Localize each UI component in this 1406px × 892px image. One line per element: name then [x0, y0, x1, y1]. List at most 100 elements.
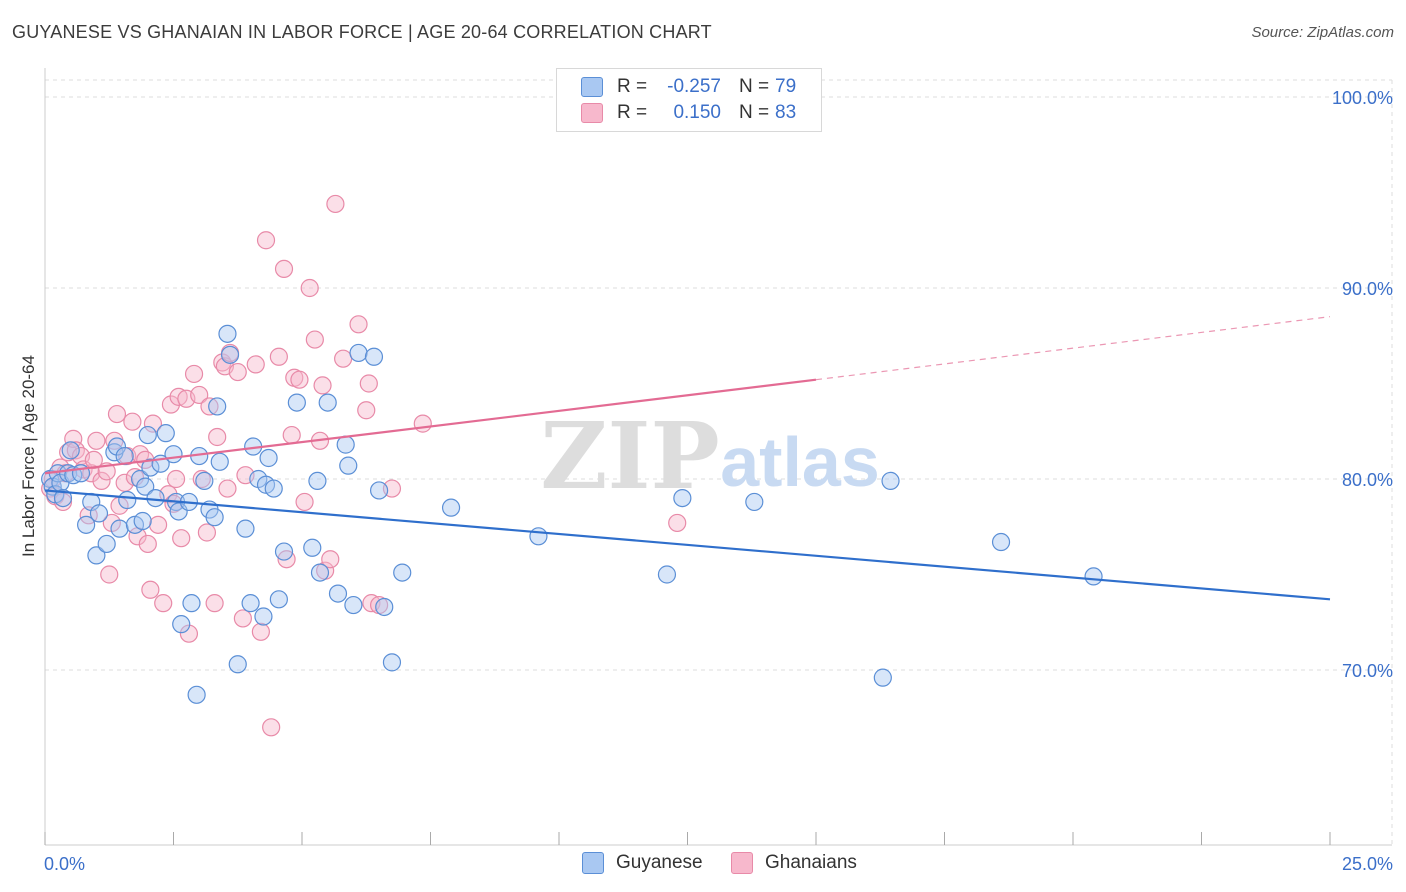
guyanese-point	[1084, 567, 1103, 586]
ghanaians-point	[143, 414, 163, 433]
y-tick-label: 80.0%	[1342, 470, 1393, 490]
guyanese-point	[873, 668, 892, 687]
legend-r-value: -0.257	[667, 76, 721, 97]
ghanaians-point	[53, 492, 73, 512]
guyanese-point	[87, 546, 106, 565]
ghanaians-point	[64, 429, 83, 448]
guyanese-point	[187, 685, 206, 704]
guyanese-point	[336, 435, 355, 454]
ghanaians-point	[154, 594, 173, 613]
guyanese-point	[344, 595, 363, 615]
ghanaians-point	[256, 231, 276, 250]
ghanaians-point	[269, 347, 288, 366]
y-axis-label: In Labor Force | Age 20-64	[19, 355, 38, 557]
ghanaians-point	[179, 624, 199, 643]
guyanese-point	[382, 653, 402, 672]
ghanaians-point	[197, 523, 217, 542]
ghanaians-point	[233, 609, 252, 628]
ghanaians-point	[321, 550, 340, 569]
guyanese-point	[264, 479, 283, 498]
ghanaians-point	[87, 431, 106, 450]
legend-r-label: R =	[617, 102, 648, 123]
guyanese-point	[339, 456, 358, 475]
guyanese-point	[156, 424, 175, 443]
tick-labels: 100.0% 90.0% 80.0% 70.0% 0.0% 25.0%	[44, 88, 1393, 874]
legend-swatch-pink	[731, 852, 753, 874]
ghanaians-point	[349, 315, 368, 334]
legend-swatch-blue	[581, 77, 603, 97]
guyanese-point	[375, 597, 394, 617]
ghanaians-point	[66, 441, 85, 460]
guyanese-points	[41, 324, 1103, 704]
ghanaians-point	[295, 492, 314, 512]
ghanaians-point	[228, 362, 247, 382]
ghanaians-point	[359, 374, 378, 393]
ghanaians-point	[208, 427, 227, 447]
guyanese-point	[991, 532, 1011, 552]
watermark-atlas: atlas	[720, 423, 880, 501]
y-tick-label: 90.0%	[1342, 279, 1393, 299]
ghanaians-point	[290, 370, 309, 389]
axes-layer	[44, 68, 1392, 846]
ghanaians-point	[326, 194, 345, 214]
guyanese-point	[228, 655, 247, 674]
guyanese-point	[141, 458, 160, 477]
ghanaians-point	[262, 718, 281, 737]
legend-n-value: 79	[775, 76, 797, 97]
y-tick-label: 70.0%	[1342, 661, 1393, 681]
source-credit: Source: ZipAtlas.com	[1251, 24, 1394, 41]
ghanaians-point	[205, 594, 224, 613]
ghanaians-point	[138, 534, 157, 554]
guyanese-point	[881, 471, 900, 491]
guyanese-point	[441, 498, 461, 517]
guyanese-point	[89, 504, 109, 523]
ghanaians-point	[668, 513, 687, 533]
guyanese-point	[61, 441, 80, 460]
ghanaians-points	[41, 194, 687, 737]
ghanaians-point	[184, 364, 204, 384]
series-legend-label: Guyanese	[616, 852, 703, 873]
ghanaians-point	[357, 401, 376, 420]
guyanese-point	[259, 448, 278, 468]
guyanese-point	[218, 324, 237, 343]
guyanese-point	[673, 489, 692, 508]
guyanese-point	[97, 534, 116, 554]
watermark-zip: ZIP	[540, 402, 719, 510]
x-tick-label: 0.0%	[44, 854, 85, 874]
ghanaians-point	[300, 278, 319, 298]
guyanese-point	[110, 519, 129, 538]
guyanese-point	[138, 425, 157, 445]
ghanaians-point	[166, 469, 186, 489]
ghanaians-point	[123, 412, 142, 431]
ghanaians-trend-line	[44, 378, 817, 475]
series-legend-guyanese[interactable]: Guyanese	[582, 852, 703, 874]
legend-n-label: N =	[739, 102, 770, 123]
guyanese-trend-line	[44, 489, 1331, 601]
ghanaians-point	[100, 565, 119, 584]
guyanese-point	[370, 481, 389, 500]
guyanese-point	[328, 584, 348, 603]
guyanese-point	[308, 471, 327, 491]
guyanese-point	[303, 538, 322, 557]
guyanese-point	[164, 445, 183, 464]
guyanese-point	[236, 519, 255, 538]
series-legend: Guyanese Ghanaians	[0, 852, 1406, 876]
guyanese-point	[287, 393, 306, 412]
guyanese-point	[146, 489, 165, 508]
legend-n-value: 83	[775, 102, 797, 123]
legend-row-ghanaians: R = 0.150 N = 83	[581, 100, 796, 126]
guyanese-point	[745, 492, 764, 512]
ghanaians-point	[246, 355, 265, 374]
guyanese-point	[172, 615, 191, 634]
guyanese-point	[195, 471, 214, 491]
series-legend-ghanaians[interactable]: Ghanaians	[731, 852, 857, 874]
ghanaians-point	[313, 376, 332, 395]
guyanese-point	[349, 343, 368, 363]
x-tick-label: 25.0%	[1342, 854, 1393, 874]
ghanaians-point	[218, 479, 237, 498]
guyanese-point	[310, 563, 330, 582]
legend-n-label: N =	[739, 76, 770, 97]
guyanese-point	[220, 345, 240, 364]
series-legend-label: Ghanaians	[765, 852, 857, 873]
ghanaians-trend-extension	[815, 316, 1331, 381]
